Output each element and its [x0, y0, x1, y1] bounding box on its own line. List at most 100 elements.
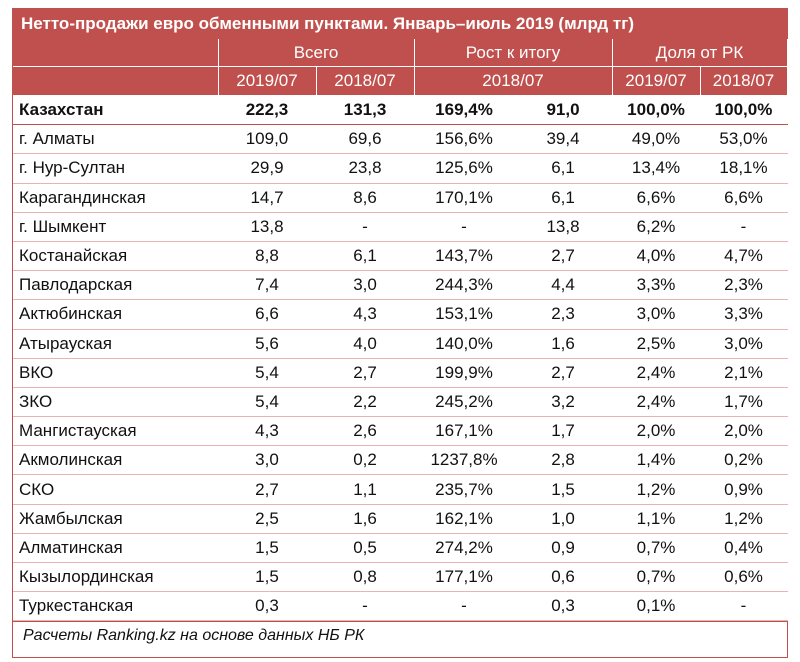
cell-share-2019: 3,3%	[612, 270, 701, 301]
cell-growth-pct: 199,9%	[414, 358, 515, 388]
cell-total-2018: 8,6	[316, 183, 415, 213]
cell-share-2019: 6,6%	[612, 183, 701, 213]
cell-growth-pct: 162,1%	[414, 504, 515, 534]
table-row: Павлодарская 7,4 3,0 244,3% 4,4 3,3% 2,3%	[13, 270, 788, 301]
cell-growth-pct: 170,1%	[414, 183, 515, 213]
cell-growth-abs: 6,1	[514, 153, 613, 184]
cell-region: СКО	[13, 474, 219, 505]
cell-total-2019: 6,6	[218, 299, 317, 330]
cell-share-2019: 1,4%	[612, 445, 701, 476]
table-card: Нетто-продажи евро обменными пунктами. Я…	[12, 8, 788, 658]
cell-region: Акмолинская	[13, 445, 219, 476]
cell-total-2018: 2,6	[316, 416, 415, 447]
table-row: ВКО 5,4 2,7 199,9% 2,7 2,4% 2,1%	[13, 358, 788, 388]
cell-total-2019: 222,3	[218, 95, 317, 126]
cell-growth-abs: 0,3	[514, 591, 613, 622]
cell-growth-pct: 167,1%	[414, 416, 515, 447]
cell-share-2018: 1,2%	[700, 504, 788, 534]
table-row: Мангистауская 4,3 2,6 167,1% 1,7 2,0% 2,0%	[13, 416, 788, 447]
header-share-2018: 2018/07	[700, 66, 788, 96]
cell-region: г. Шымкент	[13, 212, 219, 242]
cell-share-2019: 2,4%	[612, 358, 701, 388]
cell-share-2019: 0,7%	[612, 562, 701, 593]
table-row: Костанайская 8,8 6,1 143,7% 2,7 4,0% 4,7%	[13, 241, 788, 272]
cell-region: Мангистауская	[13, 416, 219, 447]
cell-total-2018: 2,7	[316, 358, 415, 388]
cell-region: Карагандинская	[13, 183, 219, 213]
cell-growth-pct: 1237,8%	[414, 445, 515, 476]
cell-region: Туркестанская	[13, 591, 219, 622]
cell-share-2018: 18,1%	[700, 153, 788, 184]
cell-growth-abs: 6,1	[514, 183, 613, 213]
data-table: Всего Рост к итогу Доля от РК 2019/07 20…	[13, 39, 788, 622]
cell-growth-abs: 39,4	[514, 124, 613, 155]
cell-growth-pct: 140,0%	[414, 329, 515, 359]
cell-growth-pct: 177,1%	[414, 562, 515, 593]
cell-share-2019: 3,0%	[612, 299, 701, 330]
cell-region: Алматинская	[13, 533, 219, 564]
cell-growth-pct: 169,4%	[414, 95, 515, 126]
cell-total-2018: 23,8	[316, 153, 415, 184]
cell-total-2018: 3,0	[316, 270, 415, 301]
header-growth-2018: 2018/07	[414, 66, 613, 96]
cell-total-2019: 3,0	[218, 445, 317, 476]
cell-share-2018: 0,6%	[700, 562, 788, 593]
cell-total-2019: 1,5	[218, 562, 317, 593]
table-body: Казахстан 222,3 131,3 169,4% 91,0 100,0% 100,0…	[13, 95, 788, 622]
cell-total-2019: 8,8	[218, 241, 317, 272]
cell-growth-abs: 2,3	[514, 299, 613, 330]
cell-total-2019: 4,3	[218, 416, 317, 447]
table-row: ЗКО 5,4 2,2 245,2% 3,2 2,4% 1,7%	[13, 387, 788, 418]
cell-share-2019: 4,0%	[612, 241, 701, 272]
cell-growth-abs: 1,5	[514, 474, 613, 505]
cell-share-2018: 53,0%	[700, 124, 788, 155]
header-corner	[13, 39, 219, 67]
cell-share-2018: 2,3%	[700, 270, 788, 301]
cell-total-2018: 1,1	[316, 474, 415, 505]
cell-region: Кызылординская	[13, 562, 219, 593]
cell-growth-abs: 4,4	[514, 270, 613, 301]
cell-region: ЗКО	[13, 387, 219, 418]
cell-share-2019: 1,1%	[612, 504, 701, 534]
header-share-2019: 2019/07	[612, 66, 701, 96]
cell-region: Павлодарская	[13, 270, 219, 301]
table-row: Алматинская 1,5 0,5 274,2% 0,9 0,7% 0,4%	[13, 533, 788, 564]
table-row: Карагандинская 14,7 8,6 170,1% 6,1 6,6% 6,6%	[13, 183, 788, 213]
cell-growth-abs: 91,0	[514, 95, 613, 126]
cell-growth-pct: 125,6%	[414, 153, 515, 184]
cell-total-2018: -	[316, 212, 415, 242]
cell-total-2018: 1,6	[316, 504, 415, 534]
cell-total-2019: 14,7	[218, 183, 317, 213]
cell-growth-abs: 3,2	[514, 387, 613, 418]
header-total-2019: 2019/07	[218, 66, 317, 96]
cell-growth-abs: 1,6	[514, 329, 613, 359]
header-row-periods: 2019/07 2018/07 2018/07 2019/07 2018/07	[13, 66, 788, 96]
cell-growth-abs: 2,7	[514, 358, 613, 388]
cell-growth-abs: 13,8	[514, 212, 613, 242]
cell-share-2018: 2,0%	[700, 416, 788, 447]
cell-share-2019: 2,0%	[612, 416, 701, 447]
header-row-groups: Всего Рост к итогу Доля от РК	[13, 39, 788, 67]
cell-growth-abs: 0,9	[514, 533, 613, 564]
cell-share-2018: 3,3%	[700, 299, 788, 330]
cell-growth-pct: -	[414, 591, 515, 622]
header-group-share: Доля от РК	[612, 39, 788, 67]
cell-total-2018: 131,3	[316, 95, 415, 126]
cell-growth-pct: 244,3%	[414, 270, 515, 301]
table-row: Туркестанская 0,3- -0,3 0,1% -	[13, 591, 788, 622]
table-row-total: Казахстан 222,3 131,3 169,4% 91,0 100,0% 100,0…	[13, 95, 788, 126]
table-row: Атырауская 5,6 4,0 140,0% 1,6 2,5% 3,0%	[13, 329, 788, 359]
cell-share-2019: 2,5%	[612, 329, 701, 359]
cell-region: г. Алматы	[13, 124, 219, 155]
table-row: Кызылординская 1,5 0,8 177,1% 0,6 0,7% 0,6%	[13, 562, 788, 593]
cell-growth-abs: 1,7	[514, 416, 613, 447]
cell-share-2018: 0,9%	[700, 474, 788, 505]
cell-share-2019: 6,2%	[612, 212, 701, 242]
cell-share-2018: 4,7%	[700, 241, 788, 272]
cell-total-2018: 4,0	[316, 329, 415, 359]
cell-region: Костанайская	[13, 241, 219, 272]
cell-region: ВКО	[13, 358, 219, 388]
table-row: Актюбинская 6,6 4,3 153,1% 2,3 3,0% 3,3%	[13, 299, 788, 330]
cell-growth-abs: 2,7	[514, 241, 613, 272]
cell-total-2019: 2,7	[218, 474, 317, 505]
